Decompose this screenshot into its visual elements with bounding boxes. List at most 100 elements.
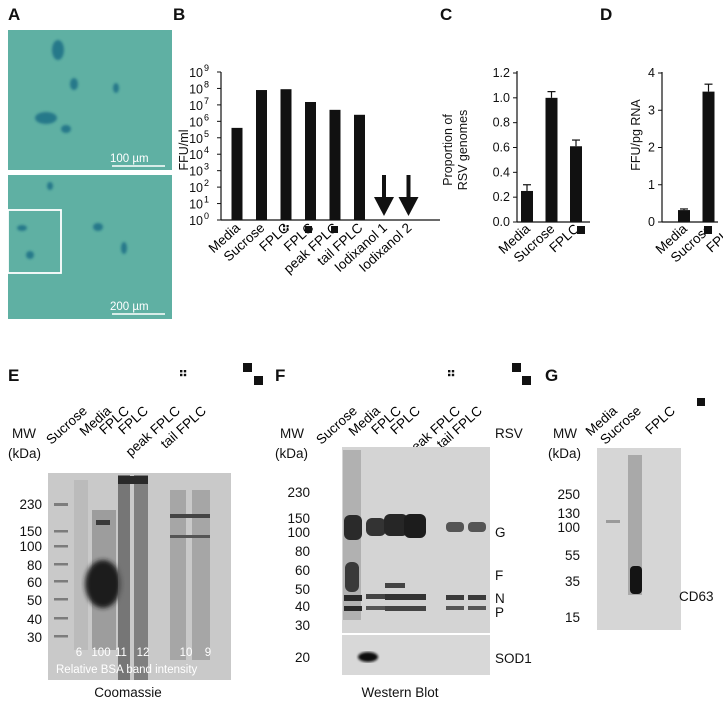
coomassie-gel-lanes <box>54 475 210 680</box>
panel-f-marker-label: 40 <box>295 599 310 614</box>
panel-c-ylabel-line1: Proportion of <box>441 114 455 186</box>
panel-c-ytick-label: 0.0 <box>493 215 510 229</box>
micrograph-bottom <box>8 175 172 319</box>
panel-d-letter: D <box>600 5 612 24</box>
panel-e-fplc-dotted-square-icon <box>180 370 187 377</box>
panel-f-kda-label: (kDa) <box>275 446 308 461</box>
panel-e-marker-label: 50 <box>27 593 42 608</box>
panel-c-bar <box>521 190 533 222</box>
panel-c-ytick-label: 1.2 <box>493 66 510 80</box>
panel-b-bar <box>329 109 341 220</box>
panel-g-lane-label: FPLC <box>642 403 678 437</box>
cd63-blot-bands <box>606 455 642 595</box>
micrograph-bottom-cells <box>17 182 127 259</box>
panel-a-letter: A <box>8 5 20 24</box>
panel-d-bar <box>678 210 690 222</box>
panel-b-ytick-exponent: 2 <box>204 178 209 188</box>
panel-c-ylabel-line2: RSV genomes <box>456 110 470 191</box>
panel-e-bsa-value: 100 <box>91 647 110 659</box>
micrograph-top-cells <box>35 40 119 133</box>
panel-b-fplc-dotted-square-icon <box>283 225 289 231</box>
panel-b-ytick-base: 10 <box>189 82 203 96</box>
panel-f-mw-label: MW <box>280 426 304 441</box>
panel-b-ytick-exponent: 3 <box>204 162 209 172</box>
panel-b-bar <box>354 114 365 220</box>
panel-e-marker-label: 40 <box>27 612 42 627</box>
panel-f-band-label: G <box>495 525 506 540</box>
panel-a: A 100 µm 200 µm <box>7 5 172 319</box>
panel-d-ticks: 0 1 2 3 4 <box>648 66 662 229</box>
panel-b-ytick-base: 10 <box>189 66 203 80</box>
panel-c-bar <box>545 97 558 222</box>
panel-f-fplc-dotted-square-icon <box>448 370 455 377</box>
panel-f-marker-label: 150 <box>287 511 310 526</box>
panel-b-ytick-exponent: 9 <box>204 63 209 73</box>
panel-b-below-detection-arrowhead <box>398 197 419 216</box>
panel-c-ytick-label: 0.6 <box>493 141 510 155</box>
panel-d-ytick-label: 1 <box>648 178 655 192</box>
panel-e-marker-label: 80 <box>27 558 42 573</box>
panel-b-ytick-base: 10 <box>189 165 203 179</box>
panel-c-bars <box>521 91 582 222</box>
panel-f-tail-square-icon <box>522 376 531 385</box>
panel-e-mw-label: MW <box>12 426 36 441</box>
western-blot-main <box>342 447 490 633</box>
panel-b-bar <box>231 127 243 220</box>
scale-label-top: 100 µm <box>110 153 149 165</box>
panel-e-marker-label: 60 <box>27 575 42 590</box>
panel-g-marker-label: 130 <box>557 506 580 521</box>
panel-e-marker-label: 100 <box>19 539 42 554</box>
panel-c-ytick-label: 0.2 <box>493 190 510 204</box>
panel-d-ytick-label: 3 <box>648 103 655 117</box>
panel-d-square-icon <box>704 226 712 234</box>
panel-f-band-labels: G FNP <box>495 525 506 620</box>
panel-b-letter: B <box>173 5 185 24</box>
panel-f-sod1-label: SOD1 <box>495 651 532 666</box>
panel-g-marker-label: 15 <box>565 610 580 625</box>
panel-f-caption: Western Blot <box>361 685 438 700</box>
panel-e-letter: E <box>8 366 19 385</box>
zoom-inset-box <box>7 209 62 274</box>
panel-c-letter: C <box>440 5 452 24</box>
panel-e-bsa-value: 11 <box>115 647 127 659</box>
panel-b-tail-square-icon <box>331 226 338 233</box>
panel-b-ytick-base: 10 <box>189 148 203 162</box>
panel-e-kda-label: (kDa) <box>8 446 41 461</box>
panel-b-below-detection-arrowhead <box>374 197 394 216</box>
panel-b-ytick-exponent: 6 <box>204 112 209 122</box>
panel-e-bsa-value: 12 <box>137 647 150 659</box>
panel-g-marker-label: 35 <box>565 574 580 589</box>
panel-e-tail-square-icon <box>254 376 263 385</box>
micrograph-top <box>8 30 172 170</box>
panel-g-cd63-label: CD63 <box>679 589 714 604</box>
panel-g-square-icon <box>697 398 705 406</box>
scale-label-bottom: 200 µm <box>110 301 149 313</box>
panel-e-peak-square-icon <box>243 363 252 372</box>
panel-d-ytick-label: 4 <box>648 66 655 80</box>
panel-b-bar <box>305 101 316 220</box>
panel-c-ytick-label: 0.8 <box>493 116 510 130</box>
panel-b-peak-square-icon <box>305 226 312 233</box>
panel-b-bars <box>231 89 419 220</box>
panel-b-ytick-base: 10 <box>189 132 203 146</box>
panel-e-caption: Coomassie <box>94 685 162 700</box>
panel-e-bsa-caption: Relative BSA band intensity <box>56 664 198 676</box>
panel-f-marker-label: 230 <box>287 485 310 500</box>
panel-f-marker-label: 100 <box>287 525 310 540</box>
panel-f-marker-label: 20 <box>295 650 310 665</box>
panel-d-ylabel: FFU/pg RNA <box>629 99 643 171</box>
panel-b-ytick-exponent: 7 <box>204 96 209 106</box>
panel-g-letter: G <box>545 366 558 385</box>
panel-d-bars <box>678 83 715 222</box>
panel-c-bar <box>570 146 582 222</box>
panel-b-ytick-exponent: 1 <box>204 195 209 205</box>
